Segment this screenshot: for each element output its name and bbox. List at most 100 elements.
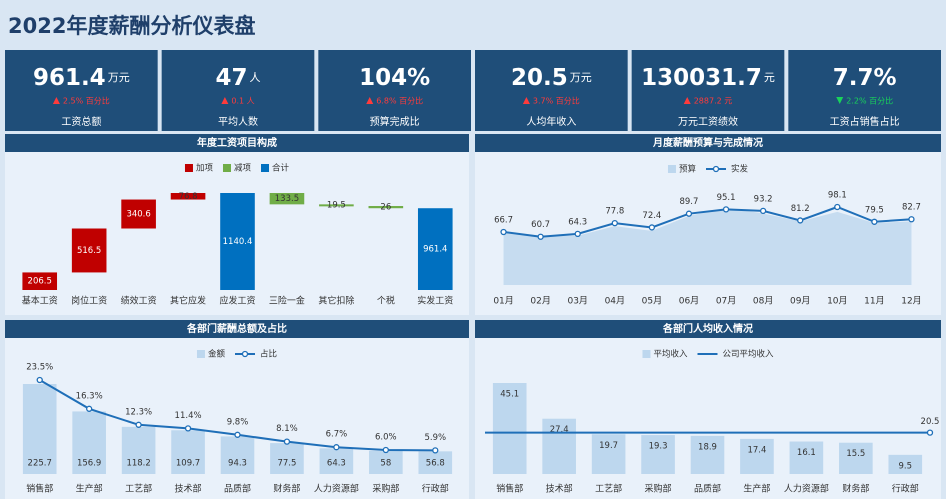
data-label: 12.3% <box>125 407 152 417</box>
marker <box>135 421 142 428</box>
bar <box>72 411 106 474</box>
kpi-number: 20.5 <box>511 65 568 91</box>
data-label: 23.5% <box>26 363 53 373</box>
kpi-label: 万元工资绩效 <box>678 115 738 128</box>
line <box>503 205 912 238</box>
x-tick-label: 生产部 <box>743 483 770 495</box>
data-label: 225.7 <box>28 459 52 469</box>
data-label: 16.1 <box>797 448 816 458</box>
bar <box>269 193 305 205</box>
kpi-number: 104% <box>359 65 430 91</box>
x-tick-label: 03月 <box>567 296 587 307</box>
marker <box>759 207 767 215</box>
bar <box>740 438 774 474</box>
kpi-value: 47 人 <box>215 65 260 91</box>
marker <box>283 438 291 445</box>
bar <box>22 384 57 474</box>
bar <box>319 204 354 207</box>
kpi-value: 961.4 万元 <box>33 65 130 91</box>
legend-swatch <box>642 350 651 358</box>
data-label: 66.7 <box>494 215 513 225</box>
marker <box>500 228 507 236</box>
panel-header <box>5 134 469 152</box>
kpi-change: 2887.2 元 <box>694 97 733 106</box>
kpi-value: 104% <box>359 65 430 91</box>
data-label: 45.1 <box>500 390 519 400</box>
marker <box>537 233 544 240</box>
x-tick-label: 行政部 <box>892 483 919 495</box>
marker <box>908 216 915 223</box>
kpi-label: 预算完成比 <box>370 115 420 128</box>
data-label: 16.3% <box>76 391 103 401</box>
panel-header <box>475 320 941 338</box>
kpi-number: 130031.7 <box>641 65 762 91</box>
page-title: 2022年度薪酬分析仪表盘 <box>8 14 255 38</box>
marker <box>36 376 43 384</box>
legend-swatch <box>261 164 270 172</box>
x-tick-label: 10月 <box>827 296 847 307</box>
kpi-value: 7.7% <box>833 65 897 91</box>
x-tick-label: 品质部 <box>224 483 251 495</box>
data-label: 93.2 <box>754 194 773 204</box>
data-label: 77.8 <box>605 207 624 217</box>
kpi-arrow <box>522 97 530 104</box>
legend-label: 合计 <box>272 163 290 174</box>
data-label: 76.8 <box>179 192 198 202</box>
bar <box>839 442 873 474</box>
data-label: 1140.4 <box>223 237 253 247</box>
data-label: 60.7 <box>531 220 550 230</box>
data-label: 6.0% <box>375 433 397 443</box>
kpi-arrow <box>683 97 691 104</box>
data-label: 516.5 <box>77 246 101 256</box>
x-tick-label: 销售部 <box>496 483 523 495</box>
bar <box>270 443 304 474</box>
x-tick-label: 11月 <box>864 296 884 307</box>
x-tick-label: 其它扣除 <box>318 295 354 307</box>
kpi-change: 0.1 人 <box>231 97 254 106</box>
legend-label: 占比 <box>260 349 277 360</box>
legend-label: 平均收入 <box>653 349 688 360</box>
bar <box>22 272 58 290</box>
marker <box>797 217 804 224</box>
data-label: 133.5 <box>275 194 299 204</box>
bar <box>641 435 675 474</box>
bar <box>171 430 205 474</box>
x-tick-label: 12月 <box>901 296 921 307</box>
data-label: 6.7% <box>326 430 348 440</box>
bar <box>418 451 453 474</box>
kpi-card <box>5 50 158 131</box>
kpi-change: 3.7% 百分比 <box>533 96 580 106</box>
x-tick-label: 采购部 <box>372 483 399 495</box>
x-tick-label: 三险一金 <box>269 295 305 307</box>
data-label: 64.3 <box>327 459 346 469</box>
data-label: 118.2 <box>126 459 150 469</box>
data-label: 64.3 <box>568 217 587 227</box>
data-label: 19.3 <box>649 442 668 452</box>
data-label: 89.7 <box>679 197 698 207</box>
legend-marker <box>241 350 249 358</box>
kpi-value: 130031.7 元 <box>641 65 775 91</box>
bar <box>789 441 824 474</box>
data-label: 26 <box>380 203 391 213</box>
x-tick-label: 02月 <box>530 296 550 307</box>
marker <box>382 446 389 454</box>
bar <box>888 454 923 474</box>
data-label: 79.5 <box>865 205 884 215</box>
marker <box>722 206 730 213</box>
kpi-unit: 元 <box>764 71 775 84</box>
bar <box>591 434 626 474</box>
kpi-change: 2.5% 百分比 <box>63 96 110 106</box>
data-label: 11.4% <box>175 411 202 421</box>
legend-label: 减项 <box>234 163 252 174</box>
kpi-card <box>631 50 785 131</box>
legend-marker <box>712 165 720 173</box>
kpi-number: 7.7% <box>833 65 897 91</box>
kpi-number: 47 <box>215 65 247 91</box>
x-tick-label: 财务部 <box>842 483 869 495</box>
x-tick-label: 工艺部 <box>125 483 152 495</box>
data-label: 961.4 <box>423 245 447 255</box>
x-tick-label: 基本工资 <box>22 295 58 307</box>
marker <box>685 210 693 217</box>
legend-swatch <box>667 165 676 173</box>
